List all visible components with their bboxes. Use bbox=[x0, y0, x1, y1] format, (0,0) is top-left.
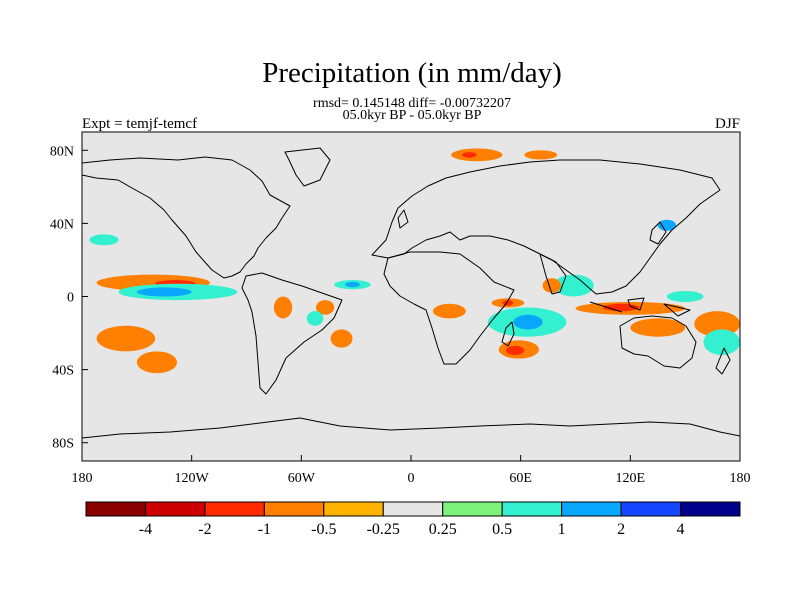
anomaly-24 bbox=[542, 278, 561, 293]
y-tick-label-2: 0 bbox=[67, 291, 74, 306]
colorbar-swatch-6 bbox=[442, 501, 503, 517]
rmsd-subtitle: rmsd= 0.145148 diff= -0.00732207 bbox=[313, 96, 511, 111]
anomaly-28 bbox=[694, 311, 740, 337]
colorbar: -4 -2 -1 -0.5 -0.25 0.25 0.5 1 2 4 bbox=[85, 501, 741, 538]
coastlines bbox=[81, 147, 741, 439]
season-label: DJF bbox=[715, 116, 740, 132]
anomaly-14 bbox=[96, 325, 156, 352]
colorbar-label-3: -0.5 bbox=[311, 521, 336, 538]
colorbar-label-5: 0.25 bbox=[429, 521, 457, 538]
anomaly-7 bbox=[89, 234, 119, 246]
colorbar-label-7: 1 bbox=[558, 521, 566, 538]
anomaly-22 bbox=[506, 345, 525, 355]
x-tick-label-1: 120W bbox=[175, 471, 210, 486]
anomaly-layer bbox=[89, 148, 740, 374]
colorbar-label-9: 4 bbox=[677, 521, 685, 538]
anomaly-10 bbox=[273, 296, 293, 319]
colorbar-swatch-8 bbox=[561, 501, 622, 517]
period-subtitle: 05.0kyr BP - 05.0kyr BP bbox=[343, 108, 482, 123]
x-tick-label-5: 120E bbox=[616, 471, 646, 486]
anomaly-20 bbox=[513, 314, 543, 330]
anomaly-15 bbox=[136, 351, 178, 374]
x-tick-label-0: 180 bbox=[72, 471, 93, 486]
y-tick-label-3: 40S bbox=[52, 364, 74, 379]
anomaly-6 bbox=[136, 287, 192, 297]
anomaly-2 bbox=[524, 150, 558, 160]
anomaly-27 bbox=[630, 318, 686, 337]
y-tick-label-4: 80S bbox=[52, 437, 74, 452]
colorbar-label-2: -1 bbox=[258, 521, 271, 538]
colorbar-swatch-9 bbox=[620, 501, 682, 517]
x-tick-label-6: 180 bbox=[730, 471, 751, 486]
colorbar-swatch-1 bbox=[144, 501, 206, 517]
colorbar-label-4: -0.25 bbox=[367, 521, 400, 538]
x-tick-label-3: 0 bbox=[408, 471, 415, 486]
colorbar-swatch-4 bbox=[323, 501, 384, 517]
chart-title: Precipitation (in mm/day) bbox=[262, 57, 562, 89]
anomaly-9 bbox=[345, 281, 360, 288]
y-tick-label-0: 80N bbox=[50, 144, 74, 159]
x-tick-label-4: 60E bbox=[509, 471, 532, 486]
colorbar-label-6: 0.5 bbox=[492, 521, 512, 538]
colorbar-swatch-7 bbox=[501, 501, 563, 517]
colorbar-label-0: -4 bbox=[139, 521, 152, 538]
colorbar-label-8: 2 bbox=[617, 521, 625, 538]
anomaly-23 bbox=[553, 274, 594, 297]
colorbar-swatch-5 bbox=[382, 501, 444, 517]
anomaly-31 bbox=[657, 219, 677, 231]
x-tick-label-2: 60W bbox=[288, 471, 316, 486]
colorbar-swatch-0 bbox=[85, 501, 146, 517]
colorbar-swatch-3 bbox=[263, 501, 325, 517]
anomaly-30 bbox=[666, 291, 704, 302]
y-tick-label-1: 40N bbox=[50, 217, 74, 232]
colorbar-swatch-10 bbox=[680, 501, 741, 517]
anomaly-1 bbox=[462, 152, 477, 158]
anomaly-29 bbox=[703, 329, 740, 355]
experiment-label: Expt = temjf-temcf bbox=[82, 116, 197, 132]
x-axis: 180 120W 60W 0 60E 120E 180 bbox=[72, 455, 751, 486]
y-axis: 80N 40N 0 40S 80S bbox=[50, 144, 88, 452]
colorbar-swatch-2 bbox=[204, 501, 265, 517]
anomaly-11 bbox=[315, 300, 335, 315]
colorbar-label-1: -2 bbox=[198, 521, 211, 538]
anomaly-13 bbox=[330, 329, 353, 348]
anomaly-16 bbox=[432, 303, 466, 319]
anomaly-12 bbox=[306, 311, 324, 326]
